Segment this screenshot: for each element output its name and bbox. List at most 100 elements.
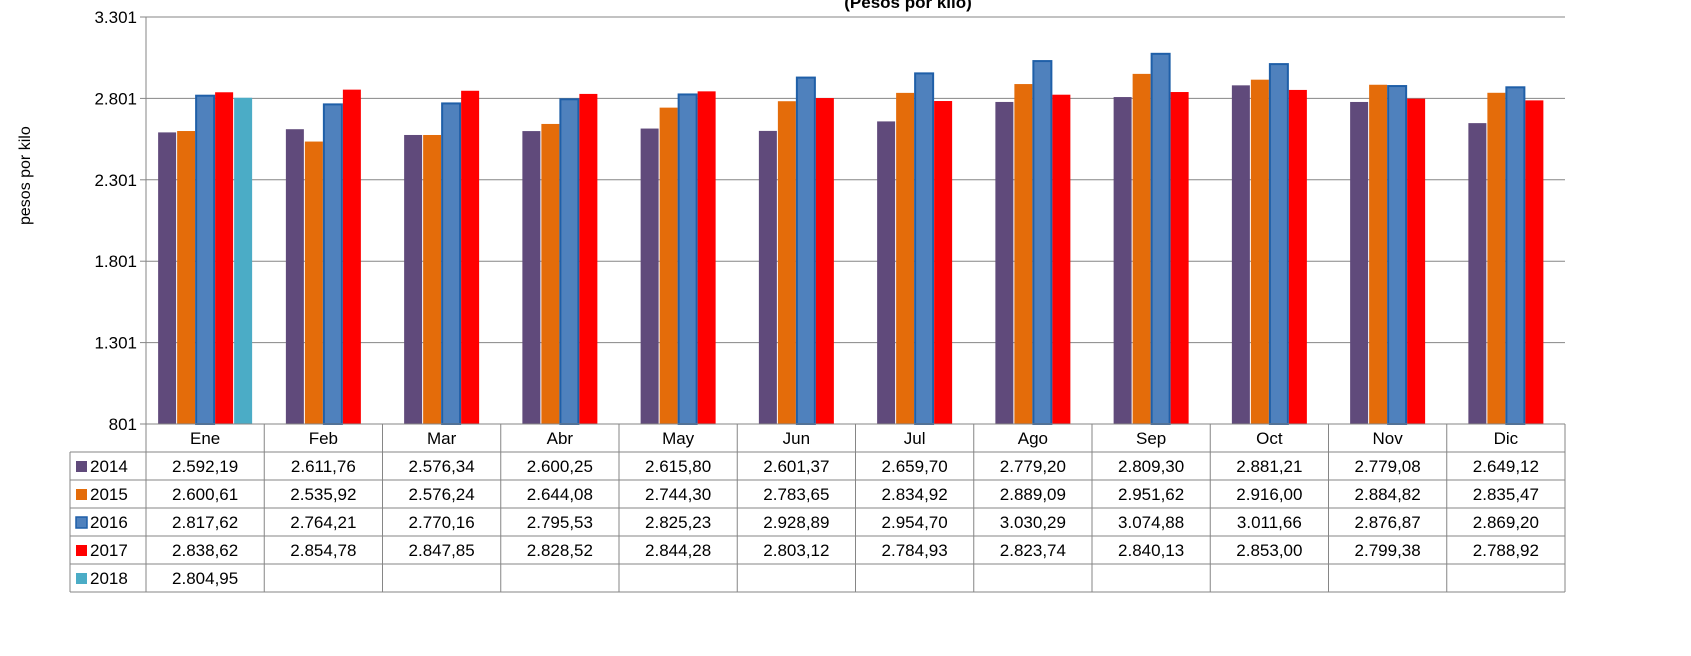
y-tick-label: 2.801 xyxy=(94,89,137,108)
bar-2016-dic xyxy=(1505,86,1526,426)
x-tick-label: Sep xyxy=(1136,429,1166,448)
data-label-2015-jun: 2.783,65 xyxy=(763,485,829,504)
data-label-2015-may: 2.744,30 xyxy=(645,485,711,504)
data-label-2014-mar: 2.576,34 xyxy=(409,457,475,476)
data-label-2017-dic: 2.788,92 xyxy=(1473,541,1539,560)
bar-2014-may xyxy=(640,128,659,425)
data-label-2017-jul: 2.784,93 xyxy=(882,541,948,560)
data-label-2016-dic: 2.869,20 xyxy=(1473,513,1539,532)
bar-2014-abr xyxy=(522,131,541,425)
data-label-2017-feb: 2.854,78 xyxy=(290,541,356,560)
data-label-2014-oct: 2.881,21 xyxy=(1236,457,1302,476)
x-tick-label: Feb xyxy=(309,429,338,448)
legend-key-2016 xyxy=(75,516,88,529)
bar-2016-feb xyxy=(322,103,343,426)
data-label-2014-jun: 2.601,37 xyxy=(763,457,829,476)
bar-2015-jun xyxy=(777,101,796,424)
data-label-2015-sep: 2.951,62 xyxy=(1118,485,1184,504)
data-label-2014-dic: 2.649,12 xyxy=(1473,457,1539,476)
bar-2016-jun xyxy=(795,76,816,426)
data-label-2017-ago: 2.823,74 xyxy=(1000,541,1066,560)
data-label-2016-mar: 2.770,16 xyxy=(409,513,475,532)
data-label-2014-feb: 2.611,76 xyxy=(291,457,356,476)
bar-2017-abr xyxy=(579,93,598,425)
data-label-2015-abr: 2.644,08 xyxy=(527,485,593,504)
data-label-2017-sep: 2.840,13 xyxy=(1118,541,1184,560)
data-label-2014-jul: 2.659,70 xyxy=(882,457,948,476)
data-label-2016-nov: 2.876,87 xyxy=(1355,513,1421,532)
bar-2017-oct xyxy=(1288,89,1307,425)
bar-2015-ago xyxy=(1014,84,1033,424)
legend-label-2015: 2015 xyxy=(90,485,128,504)
bar-2016-ene xyxy=(195,94,216,425)
legend-key-2018 xyxy=(76,573,87,584)
bar-2014-oct xyxy=(1231,85,1250,425)
data-label-2014-ago: 2.779,20 xyxy=(1000,457,1066,476)
x-tick-label: Jun xyxy=(783,429,810,448)
data-label-2015-jul: 2.834,92 xyxy=(882,485,948,504)
data-label-2014-sep: 2.809,30 xyxy=(1118,457,1184,476)
bar-2015-sep xyxy=(1132,73,1151,425)
x-tick-label: Oct xyxy=(1256,429,1283,448)
bar-2017-jul xyxy=(934,101,953,424)
data-label-2017-jun: 2.803,12 xyxy=(763,541,829,560)
legend-label-2014: 2014 xyxy=(90,457,128,476)
bar-2015-jul xyxy=(896,92,915,425)
bar-2017-may xyxy=(697,91,716,425)
bar-2016-jul xyxy=(914,72,935,425)
chart-title: (Pesos por kilo) xyxy=(844,0,972,12)
data-label-2017-nov: 2.799,38 xyxy=(1355,541,1421,560)
data-label-2014-nov: 2.779,08 xyxy=(1355,457,1421,476)
data-label-2016-oct: 3.011,66 xyxy=(1237,513,1302,532)
data-label-2018-ene: 2.804,95 xyxy=(172,569,238,588)
bar-2015-may xyxy=(659,107,678,424)
bar-2016-abr xyxy=(559,98,580,425)
data-label-2016-ago: 3.030,29 xyxy=(1000,513,1066,532)
data-label-2016-jul: 2.954,70 xyxy=(882,513,948,532)
bar-2017-feb xyxy=(342,89,361,424)
legend-label-2017: 2017 xyxy=(90,541,128,560)
bar-2015-nov xyxy=(1369,84,1388,425)
x-tick-label: May xyxy=(662,429,695,448)
bar-2018-ene xyxy=(234,97,253,424)
bar-2016-sep xyxy=(1150,52,1171,425)
x-tick-label: Dic xyxy=(1494,429,1519,448)
data-label-2014-ene: 2.592,19 xyxy=(172,457,238,476)
data-label-2016-sep: 3.074,88 xyxy=(1118,513,1184,532)
bar-2016-nov xyxy=(1387,85,1408,425)
legend-key-2017 xyxy=(76,545,87,556)
bar-2014-nov xyxy=(1350,101,1369,425)
bar-2017-mar xyxy=(461,90,480,424)
data-label-2014-may: 2.615,80 xyxy=(645,457,711,476)
bar-2014-mar xyxy=(404,134,423,424)
x-tick-label: Jul xyxy=(904,429,926,448)
data-label-2015-oct: 2.916,00 xyxy=(1236,485,1302,504)
data-label-2014-abr: 2.600,25 xyxy=(527,457,593,476)
data-label-2015-nov: 2.884,82 xyxy=(1355,485,1421,504)
bar-2015-ene xyxy=(177,131,196,424)
data-label-2015-feb: 2.535,92 xyxy=(290,485,356,504)
bar-2017-jun xyxy=(815,98,834,424)
bar-2015-abr xyxy=(541,123,560,424)
bar-2015-feb xyxy=(304,141,323,424)
bar-2015-dic xyxy=(1487,92,1506,425)
data-label-2015-ago: 2.889,09 xyxy=(1000,485,1066,504)
data-label-2017-oct: 2.853,00 xyxy=(1236,541,1302,560)
data-label-2015-ene: 2.600,61 xyxy=(172,485,238,504)
data-label-2016-ene: 2.817,62 xyxy=(172,513,238,532)
legend-label-2016: 2016 xyxy=(90,513,128,532)
bar-2014-sep xyxy=(1113,97,1132,424)
y-tick-label: 801 xyxy=(109,415,137,434)
y-tick-label: 3.301 xyxy=(94,8,137,27)
bar-2016-ago xyxy=(1032,60,1053,425)
data-label-2017-abr: 2.828,52 xyxy=(527,541,593,560)
bar-2014-ago xyxy=(995,101,1014,425)
y-tick-label: 1.301 xyxy=(94,334,137,353)
bar-2016-oct xyxy=(1268,63,1289,425)
data-label-2017-ene: 2.838,62 xyxy=(172,541,238,560)
bar-2014-jul xyxy=(877,121,896,425)
data-label-2015-dic: 2.835,47 xyxy=(1473,485,1539,504)
data-label-2017-may: 2.844,28 xyxy=(645,541,711,560)
bar-2017-sep xyxy=(1170,92,1189,424)
